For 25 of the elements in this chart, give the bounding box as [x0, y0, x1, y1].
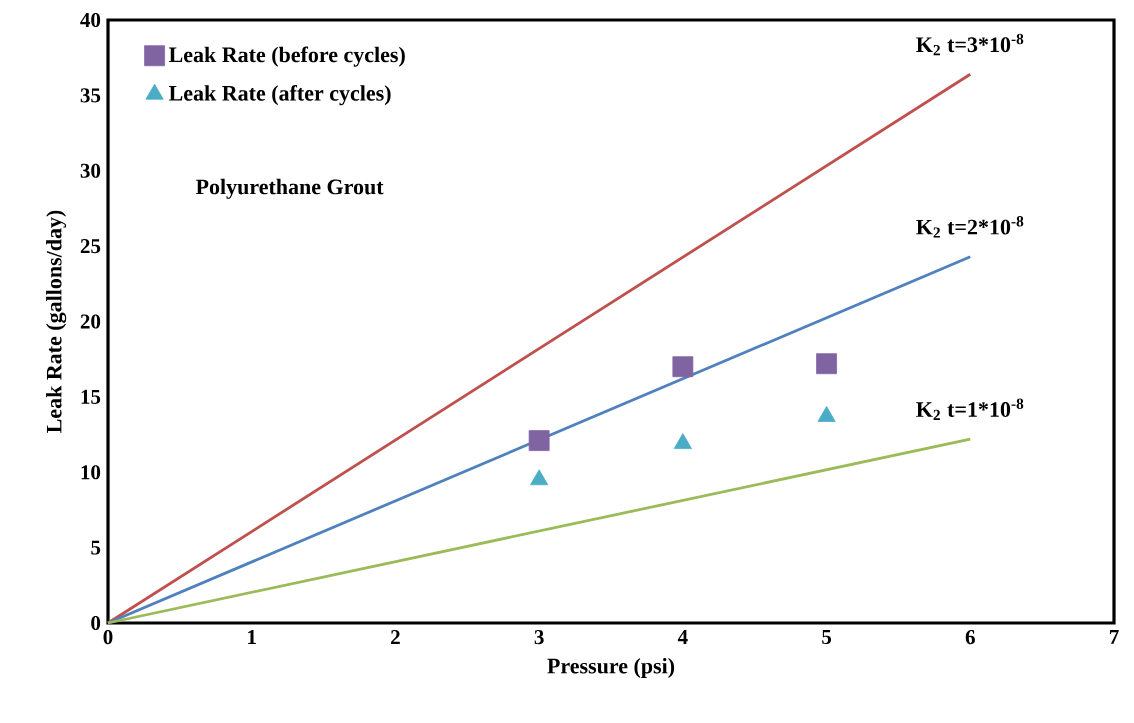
x-tick-label: 0 [103, 630, 113, 645]
y-tick-label: 25 [80, 239, 101, 254]
x-axis-title: Pressure (psi) [547, 657, 675, 678]
y-tick-label: 5 [91, 540, 101, 555]
y-tick-label: 15 [81, 389, 101, 404]
series-label: K$_{2}$ t=2*10$^{-8}$ [916, 216, 1024, 238]
y-tick-label: 20 [80, 314, 101, 329]
series-label: K$_{2}$ t=1*10$^{-8}$ [916, 398, 1024, 421]
y-tick-label: 30 [80, 163, 101, 178]
x-tick-label: 5 [822, 630, 832, 645]
x-tick-label: 2 [391, 630, 400, 644]
series-label: K$_{2}$ t=3*10$^{-8}$ [916, 33, 1024, 56]
y-tick-label: 40 [80, 12, 101, 28]
legend-label: Leak Rate (before cycles) [168, 46, 405, 67]
x-tick-label: 4 [677, 630, 688, 644]
y-axis-title: Leak Rate (gallons/day) [46, 210, 67, 433]
annotation: Polyurethane Grout [195, 178, 384, 199]
y-tick-label: 10 [81, 465, 101, 480]
legend-label: Leak Rate (after cycles) [168, 84, 391, 106]
x-tick-label: 3 [534, 630, 544, 645]
y-tick-label: 35 [80, 88, 101, 103]
y-tick-label: 0 [91, 615, 101, 631]
x-tick-label: 7 [1109, 630, 1119, 644]
x-tick-label: 1 [248, 630, 256, 644]
x-tick-label: 6 [965, 630, 975, 645]
